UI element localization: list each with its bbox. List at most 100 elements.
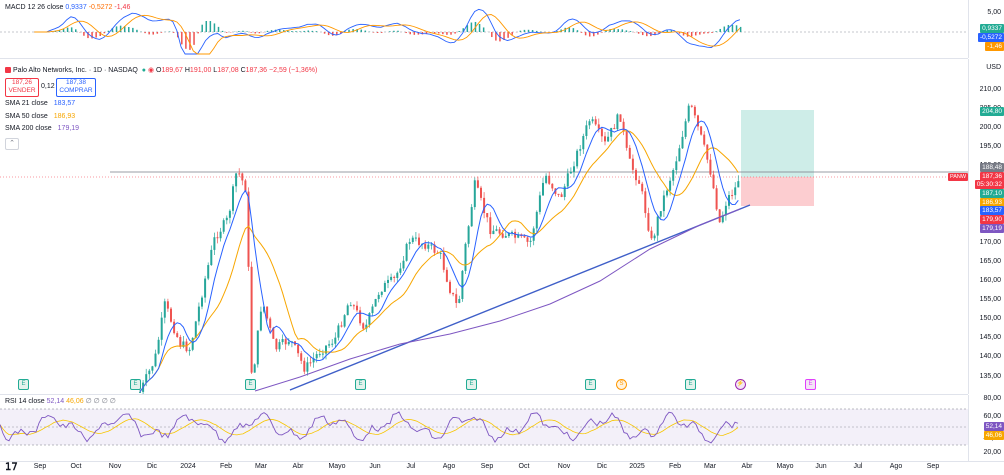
earnings-event-icon[interactable]: E (466, 379, 477, 390)
candle-body (703, 134, 706, 145)
price-pane[interactable]: Palo Alto Networks, Inc. · 1D · NASDAQ ●… (0, 59, 969, 394)
candle-body (387, 279, 389, 283)
macd-histogram-bar (372, 32, 375, 33)
macd-histogram-bar (70, 27, 73, 32)
sma50-legend[interactable]: SMA 50 close 186,93 (5, 113, 75, 120)
macd-histogram-bar (609, 29, 611, 32)
price-axis-tick: 160,00 (979, 277, 1001, 284)
sell-button[interactable]: 187,26 VENDER (5, 78, 39, 97)
candle-body (402, 260, 405, 269)
earnings-event-icon[interactable]: E (585, 379, 596, 390)
dividend-event-icon[interactable]: S (616, 379, 627, 390)
earnings-event-icon[interactable]: E (245, 379, 256, 390)
candle-body (145, 374, 148, 383)
candle-body (424, 243, 427, 249)
candle-body (411, 237, 414, 243)
macd-histogram-bar (393, 30, 395, 32)
time-axis-label: Feb (668, 463, 682, 470)
candle-body (464, 243, 467, 271)
candle-body (501, 233, 504, 238)
buy-button[interactable]: 187,38 COMPRAR (56, 78, 96, 97)
rsi-pane[interactable]: RSI 14 close 52,14 46,06 ∅ ∅ ∅ ∅ (0, 395, 968, 461)
candle-body (514, 231, 517, 238)
candle-body (681, 136, 684, 149)
macd-histogram-bar (376, 32, 379, 33)
macd-histogram-bar (482, 27, 485, 32)
macd-histogram-bar (213, 23, 216, 32)
candle-body (201, 297, 203, 307)
time-axis-label: Ago (442, 463, 456, 470)
candle-body (278, 342, 281, 350)
candle-body (312, 358, 315, 363)
macd-histogram-bar (132, 27, 134, 32)
candle-body (579, 149, 582, 151)
candle-body (275, 338, 278, 350)
macd-tag-3: -1,46 (985, 42, 1004, 51)
ohlc-open: 189,67 (161, 67, 183, 74)
last-price-tag: 187,36 (980, 172, 1004, 181)
macd-pane[interactable]: MACD 12 26 close 0,9337 -0,5272 -1,46 (0, 0, 968, 58)
candle-body (653, 235, 656, 239)
candle-body (467, 226, 470, 244)
macd-histogram-bar (287, 30, 289, 32)
candle-body (188, 349, 191, 352)
candle-body (300, 353, 303, 361)
sma200-legend[interactable]: SMA 200 close 179,19 (5, 125, 79, 132)
macd-histogram-bar (246, 31, 248, 32)
macd-histogram-bar (152, 32, 154, 35)
rsi-ma-value: 46,06 (66, 398, 84, 405)
time-axis-label: Dic (146, 463, 158, 470)
candle-body (315, 354, 318, 359)
macd-histogram-bar (580, 32, 583, 33)
ohlc-l-label: L (213, 67, 218, 74)
earnings-event-icon[interactable]: E (805, 379, 816, 390)
earnings-event-icon[interactable]: E (130, 379, 141, 390)
candle-body (396, 272, 399, 278)
candle-body (662, 195, 665, 212)
macd-axis[interactable]: 5,00 0,9337 -0,5272 -1,46 (968, 0, 1004, 58)
split-event-icon[interactable]: ⚡ (735, 379, 746, 390)
candle-body (607, 136, 610, 142)
candle-body (173, 321, 176, 334)
market-status-icon: ● (141, 67, 147, 74)
macd-histogram-bar (641, 32, 644, 36)
candle-body (631, 158, 634, 170)
candle-body (718, 209, 721, 223)
candle-body (594, 119, 597, 125)
symbol-legend[interactable]: Palo Alto Networks, Inc. · 1D · NASDAQ ●… (5, 66, 317, 74)
candle-body (480, 187, 482, 198)
time-axis-label: Mar (254, 463, 268, 470)
candle-body (511, 231, 513, 233)
candle-body (414, 237, 417, 239)
macd-histogram-bar (723, 26, 726, 32)
candle-body (461, 270, 464, 299)
rsi-legend[interactable]: RSI 14 close 52,14 46,06 ∅ ∅ ∅ ∅ (5, 397, 116, 405)
candle-body (517, 234, 520, 238)
price-axis[interactable]: USD 210,00205,00200,00195,00190,00185,00… (968, 59, 1004, 394)
macd-histogram-bar (217, 26, 220, 32)
candle-body (545, 175, 548, 183)
earnings-event-icon[interactable]: E (18, 379, 29, 390)
earnings-event-icon[interactable]: E (355, 379, 366, 390)
tradingview-logo[interactable]: 𝟣𝟩 (5, 462, 18, 473)
macd-histogram-bar (380, 32, 383, 33)
rsi-axis[interactable]: 80,00 60,00 40,00 20,00 52,14 46,06 (968, 395, 1004, 461)
macd-histogram-bar (621, 29, 624, 32)
candle-body (349, 305, 352, 307)
candle-body (166, 301, 169, 309)
macd-histogram-bar (503, 32, 505, 40)
symbol-title[interactable]: Palo Alto Networks, Inc. · 1D · NASDAQ (12, 67, 138, 74)
ohlc-c-label: C (240, 67, 246, 74)
earnings-event-icon[interactable]: E (685, 379, 696, 390)
collapse-legend-button[interactable]: ⌃ (5, 138, 19, 150)
macd-histogram-bar (588, 32, 591, 37)
candle-body (272, 327, 275, 339)
candle-body (498, 229, 501, 234)
time-axis-label: Oct (518, 463, 530, 470)
candle-body (433, 244, 436, 253)
macd-histogram-bar (156, 32, 159, 34)
sma21-legend[interactable]: SMA 21 close 183,57 (5, 100, 75, 107)
candle-body (163, 301, 166, 318)
candle-body (560, 194, 563, 197)
macd-histogram-bar (690, 32, 693, 37)
